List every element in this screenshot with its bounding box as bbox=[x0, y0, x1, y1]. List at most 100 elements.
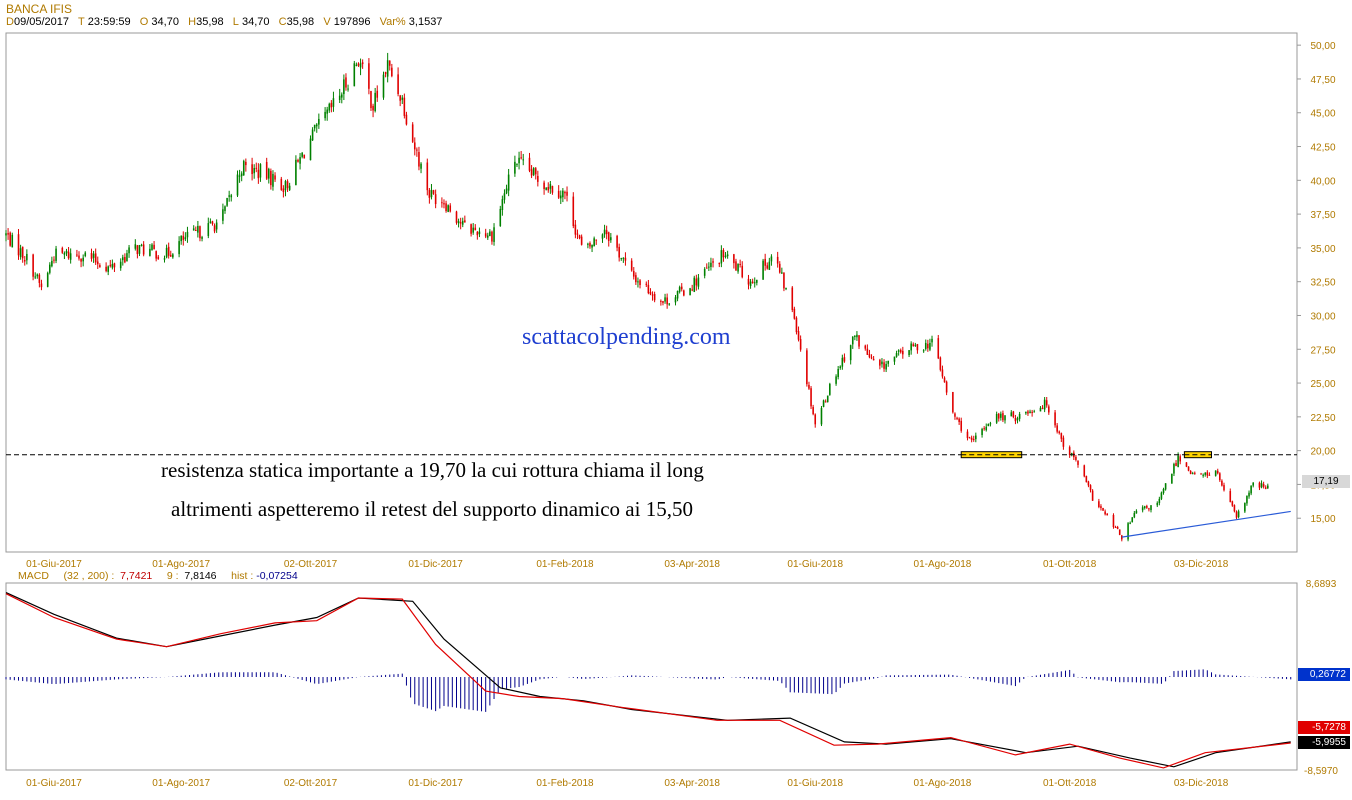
candle-body bbox=[1208, 474, 1211, 476]
candle-body bbox=[65, 250, 68, 254]
candle-body bbox=[251, 164, 253, 175]
candle-body bbox=[411, 124, 414, 142]
candle-body bbox=[1246, 495, 1248, 504]
candle-body bbox=[697, 277, 700, 287]
y-tick-label: 20,00 bbox=[1310, 447, 1335, 458]
candle-body bbox=[297, 159, 299, 162]
candle-body bbox=[768, 261, 771, 270]
candle-body bbox=[1258, 482, 1261, 488]
candle-body bbox=[172, 254, 174, 258]
candle-body bbox=[572, 196, 575, 226]
candle-body bbox=[1250, 485, 1252, 494]
candle-body bbox=[17, 234, 20, 256]
candle-body bbox=[36, 274, 39, 277]
candle-body bbox=[660, 300, 662, 302]
candle-body bbox=[580, 236, 583, 245]
candle-body bbox=[124, 256, 126, 263]
candle-body bbox=[839, 366, 842, 369]
candle-body bbox=[449, 205, 452, 212]
candle-body bbox=[835, 376, 837, 384]
macd-x-tick-label: 03-Apr-2018 bbox=[664, 778, 720, 789]
candle-body bbox=[785, 287, 787, 290]
candle-body bbox=[885, 364, 887, 370]
macd-x-tick-label: 01-Ott-2018 bbox=[1043, 778, 1097, 789]
candle-body bbox=[620, 258, 623, 260]
candle-body bbox=[1160, 492, 1163, 499]
candle-body bbox=[1189, 470, 1192, 474]
candle-body bbox=[478, 231, 481, 235]
candle-body bbox=[528, 157, 531, 171]
x-tick-label: 03-Dic-2018 bbox=[1174, 559, 1229, 570]
candle-body bbox=[1141, 507, 1144, 511]
candle-body bbox=[826, 395, 829, 402]
macd-x-tick-label: 02-Ott-2017 bbox=[284, 778, 338, 789]
candle-body bbox=[968, 437, 971, 439]
candle-body bbox=[1150, 505, 1152, 511]
candle-body bbox=[149, 248, 151, 256]
candle-body bbox=[1056, 425, 1058, 432]
candle-body bbox=[607, 232, 610, 241]
candle-body bbox=[806, 350, 808, 385]
candle-body bbox=[92, 253, 95, 258]
candle-body bbox=[1083, 465, 1086, 477]
candle-body bbox=[1068, 447, 1071, 455]
candle-body bbox=[1041, 407, 1044, 409]
candle-body bbox=[518, 157, 520, 164]
candle-body bbox=[632, 271, 635, 277]
candle-body bbox=[182, 235, 185, 240]
candle-body bbox=[265, 161, 268, 179]
candle-body bbox=[562, 190, 564, 198]
candle-body bbox=[1060, 433, 1063, 439]
candle-body bbox=[338, 95, 341, 101]
candle-body bbox=[605, 230, 608, 235]
candle-body bbox=[80, 258, 82, 262]
candle-body bbox=[764, 258, 766, 266]
candle-body bbox=[635, 275, 637, 283]
candle-body bbox=[167, 246, 170, 256]
candle-body bbox=[1148, 508, 1150, 510]
candle-body bbox=[1231, 501, 1234, 506]
candle-body bbox=[649, 291, 652, 295]
candle-body bbox=[109, 264, 112, 267]
candle-body bbox=[1191, 473, 1194, 475]
candle-body bbox=[474, 227, 477, 231]
candle-body bbox=[84, 252, 87, 257]
candle-body bbox=[397, 74, 399, 95]
candle-body bbox=[443, 203, 445, 205]
candle-body bbox=[666, 297, 668, 305]
candle-body bbox=[391, 67, 393, 77]
candle-body bbox=[872, 358, 875, 361]
candle-body bbox=[416, 149, 418, 151]
y-tick-label: 47,50 bbox=[1310, 75, 1335, 86]
candle-body bbox=[34, 276, 36, 278]
candle-body bbox=[841, 357, 844, 367]
candle-body bbox=[432, 190, 435, 194]
candle-body bbox=[48, 264, 51, 273]
candle-body bbox=[1233, 505, 1236, 512]
candle-body bbox=[1112, 514, 1115, 528]
candle-body bbox=[749, 281, 752, 287]
candle-body bbox=[866, 348, 869, 355]
candle-body bbox=[883, 362, 885, 369]
candle-body bbox=[1012, 411, 1015, 418]
candle-body bbox=[1175, 463, 1177, 466]
candle-body bbox=[464, 220, 466, 223]
candle-body bbox=[441, 202, 443, 204]
candle-body bbox=[163, 258, 166, 260]
candle-body bbox=[1179, 456, 1182, 462]
candle-body bbox=[589, 243, 591, 247]
candle-body bbox=[1058, 431, 1061, 434]
candle-body bbox=[434, 194, 437, 205]
candle-body bbox=[459, 222, 462, 224]
candle-body bbox=[622, 257, 625, 259]
candle-body bbox=[286, 181, 289, 189]
candle-body bbox=[822, 400, 825, 407]
candle-body bbox=[683, 290, 685, 296]
candle-body bbox=[1135, 510, 1138, 514]
candle-body bbox=[1244, 503, 1246, 512]
candle-body bbox=[610, 237, 612, 241]
candle-body bbox=[382, 74, 385, 98]
candle-body bbox=[503, 193, 506, 200]
candle-body bbox=[486, 235, 489, 238]
